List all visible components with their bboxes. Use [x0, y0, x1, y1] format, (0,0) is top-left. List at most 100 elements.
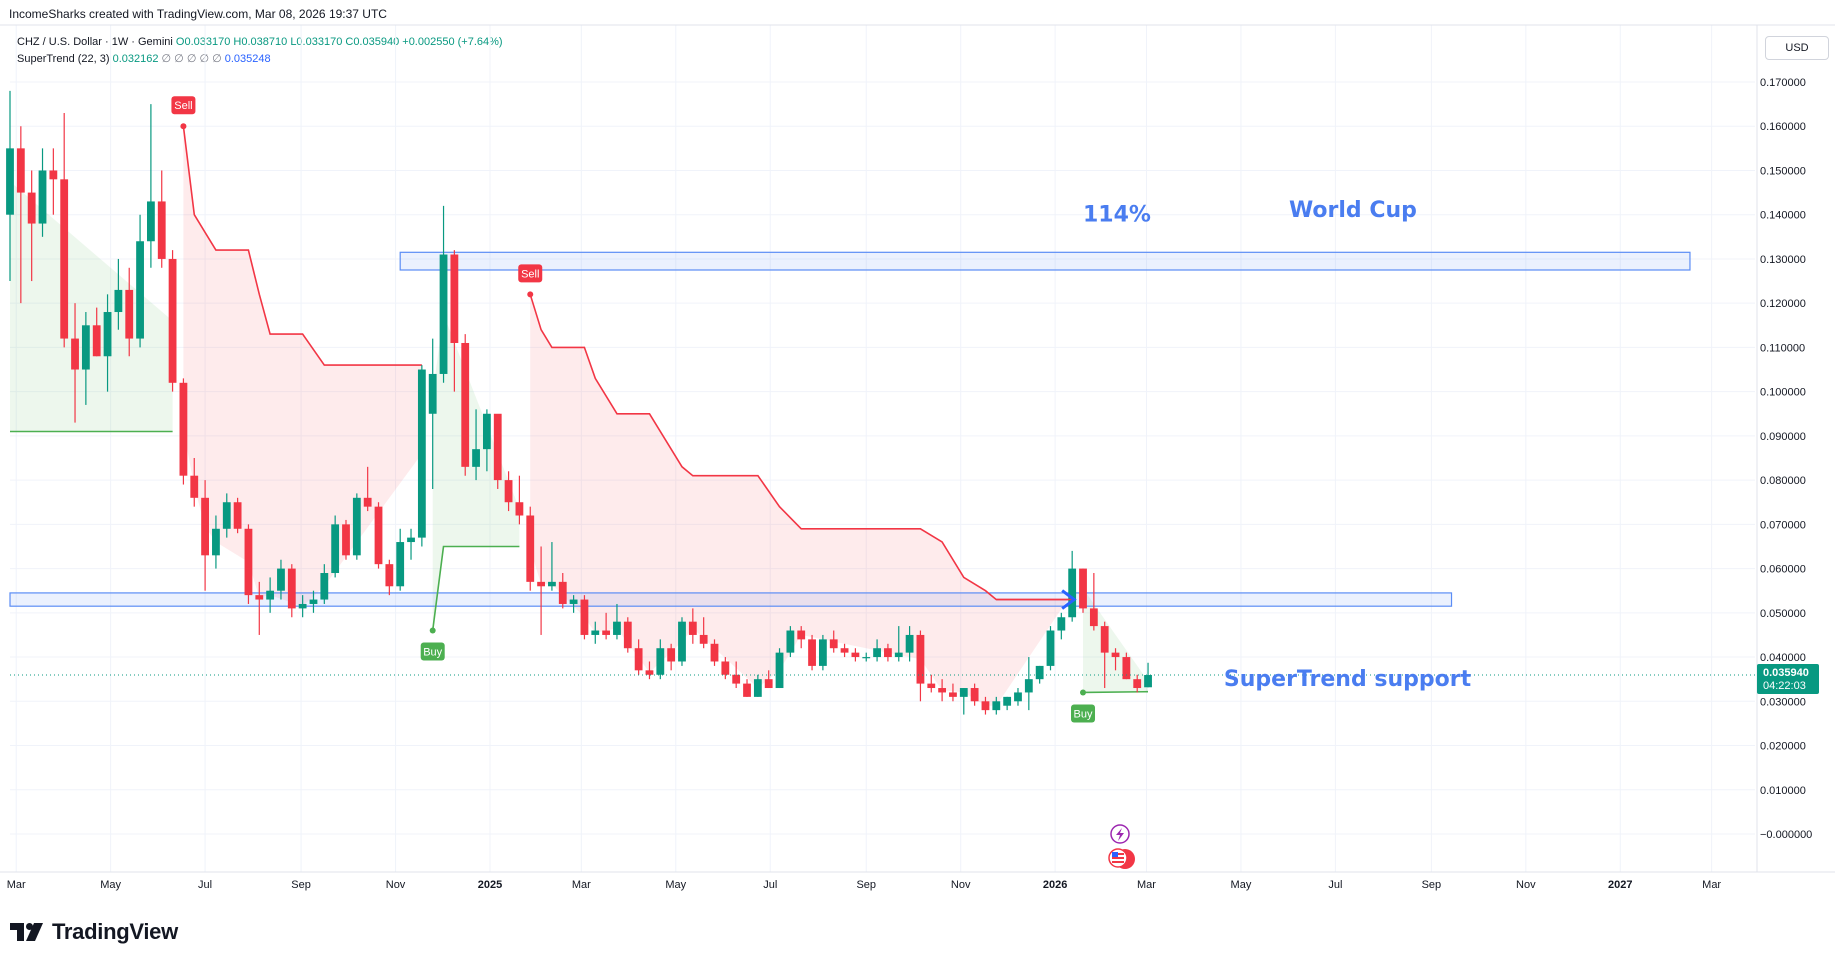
- y-tick-label: 0.140000: [1760, 210, 1806, 222]
- candle-body: [179, 382, 188, 476]
- candle-body: [1014, 692, 1022, 702]
- y-tick-label: 0.130000: [1760, 254, 1806, 266]
- flash-event-icon[interactable]: [1110, 824, 1130, 844]
- candle-body: [146, 201, 155, 242]
- x-tick-label: Nov: [951, 879, 971, 891]
- y-tick-label: 0.120000: [1760, 298, 1806, 310]
- resistance-zone: [399, 251, 1691, 271]
- candle-body: [1057, 617, 1066, 631]
- buy-signal-dot: [1080, 689, 1087, 696]
- candle-body: [352, 497, 361, 556]
- y-tick-label: 0.010000: [1760, 785, 1806, 797]
- symbol-name[interactable]: CHZ / U.S. Dollar · 1W · Gemini: [17, 36, 173, 48]
- x-tick-label: May: [100, 879, 121, 891]
- buy-signal-label: [1071, 704, 1096, 723]
- buy-signal-text: Buy: [1074, 708, 1093, 720]
- candle-body: [569, 599, 578, 604]
- candle-body: [103, 312, 112, 357]
- candle-body: [331, 524, 340, 574]
- candle-body: [645, 670, 654, 675]
- candle-body: [580, 599, 589, 635]
- currency-selector[interactable]: USD: [1765, 36, 1829, 60]
- candle-body: [136, 241, 144, 339]
- supertrend-up-line: [1082, 690, 1149, 694]
- tradingview-logo-icon: [10, 923, 43, 941]
- candle-body: [1068, 568, 1077, 618]
- resistance-zone: [9, 592, 1453, 607]
- candle-body: [190, 475, 199, 498]
- candle-body: [1046, 630, 1055, 666]
- candle-body: [309, 599, 318, 604]
- y-tick-label: 0.020000: [1760, 741, 1806, 753]
- candle-body: [255, 595, 264, 600]
- candle-body: [753, 679, 762, 697]
- candle-body: [537, 581, 545, 587]
- indicator-blank-values: ∅ ∅ ∅ ∅ ∅: [161, 53, 222, 65]
- low-value: L0.033170: [290, 36, 343, 48]
- y-tick-label: −0.000000: [1760, 829, 1812, 841]
- candle-body: [222, 502, 231, 529]
- candle-body: [656, 648, 665, 675]
- candle-body: [417, 369, 426, 538]
- candle-body: [959, 688, 968, 697]
- candle-body: [125, 289, 134, 339]
- candle-body: [721, 661, 730, 675]
- candle-body: [949, 692, 957, 697]
- x-tick-label: Jul: [763, 879, 777, 891]
- supertrend-up-line: [431, 545, 520, 631]
- candle-body: [212, 528, 220, 556]
- supertrend-down-line: [182, 126, 422, 366]
- high-value: H0.038710: [233, 36, 288, 48]
- candle-body: [862, 657, 871, 659]
- candle-body: [1089, 608, 1098, 627]
- candle-body: [38, 170, 47, 224]
- indicator-value: 0.032162: [112, 53, 159, 65]
- buy-signal-text: Buy: [423, 647, 442, 659]
- indicator-name[interactable]: SuperTrend (22, 3): [17, 53, 110, 65]
- y-tick-label: 0.100000: [1760, 387, 1806, 399]
- x-tick-label: Nov: [1516, 879, 1536, 891]
- candle-body: [732, 674, 741, 684]
- x-tick-label: Jul: [198, 879, 212, 891]
- us-flag-event-icon[interactable]: [1108, 848, 1135, 869]
- buy-signal-dot: [429, 627, 436, 634]
- y-tick-label: 0.040000: [1760, 652, 1806, 664]
- tradingview-logo[interactable]: TradingView: [10, 917, 178, 947]
- y-tick-label: 0.170000: [1760, 77, 1806, 89]
- candle-body: [829, 639, 838, 649]
- candle-body: [818, 639, 827, 666]
- candle-body: [678, 621, 686, 662]
- candle-body: [786, 630, 795, 653]
- candle-body: [688, 621, 697, 635]
- x-tick-label: 2027: [1608, 879, 1632, 891]
- supertrend-down-line: [529, 294, 1073, 601]
- x-tick-label: Sep: [1422, 879, 1442, 891]
- sell-signal-dot: [527, 291, 534, 298]
- candle-body: [201, 497, 209, 556]
- supertrend-fill-down: [530, 294, 1073, 706]
- y-tick-label: 0.070000: [1760, 519, 1806, 531]
- chart-annotation: 114%: [1083, 202, 1151, 227]
- candle-body: [482, 413, 491, 450]
- candle-body: [970, 688, 979, 702]
- candle-body: [992, 701, 1001, 711]
- candle-body: [266, 590, 275, 600]
- annotations: 114% World Cup SuperTrend support: [996, 198, 1472, 692]
- chart-annotation: World Cup: [1289, 198, 1417, 223]
- candle-body: [873, 648, 881, 658]
- x-tick-label: Sep: [291, 879, 311, 891]
- x-tick-label: May: [665, 879, 686, 891]
- candle-body: [884, 648, 892, 658]
- candle-body: [1079, 568, 1087, 609]
- candle-body: [1024, 679, 1033, 693]
- candle-body: [396, 542, 405, 587]
- indicator-legend: SuperTrend (22, 3) 0.032162 ∅ ∅ ∅ ∅ ∅ 0.…: [17, 52, 271, 65]
- candle-body: [558, 581, 567, 604]
- candle-body: [504, 480, 513, 503]
- y-tick-label: 0.050000: [1760, 608, 1806, 620]
- candle-body: [168, 258, 177, 383]
- x-tick-label: Mar: [7, 879, 26, 891]
- candle-body: [385, 564, 394, 587]
